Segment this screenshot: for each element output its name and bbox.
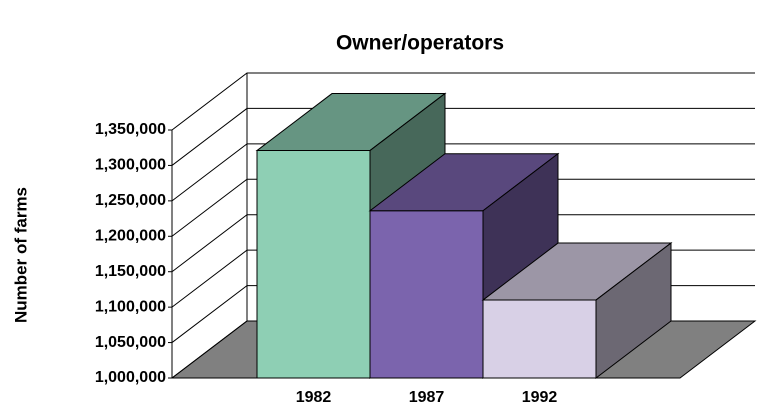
bar [481, 242, 673, 380]
grid-line [171, 143, 755, 202]
x-tick-label: 1992 [522, 389, 558, 406]
bar-side [595, 242, 672, 380]
y-tick-label: 1,200,000 [95, 228, 166, 245]
grid-line [171, 72, 755, 131]
bar-front [482, 299, 597, 379]
y-axis-label: Number of farms [11, 187, 30, 323]
y-tick-label: 1,050,000 [95, 334, 166, 351]
x-tick-label: 1982 [296, 389, 332, 406]
y-tick-label: 1,000,000 [95, 369, 166, 386]
y-tick-label: 1,100,000 [95, 298, 166, 315]
y-tick-label: 1,250,000 [95, 192, 166, 209]
bar-front [369, 210, 484, 379]
y-tick-label: 1,300,000 [95, 157, 166, 174]
grid-line [171, 107, 755, 166]
grid-line [171, 214, 755, 273]
y-tick-label: 1,350,000 [95, 121, 166, 138]
grid-line [171, 178, 755, 237]
y-tick-label: 1,150,000 [95, 263, 166, 280]
x-tick-label: 1987 [409, 389, 445, 406]
chart-title: Owner/operators [336, 32, 504, 55]
bar-front [256, 150, 371, 379]
